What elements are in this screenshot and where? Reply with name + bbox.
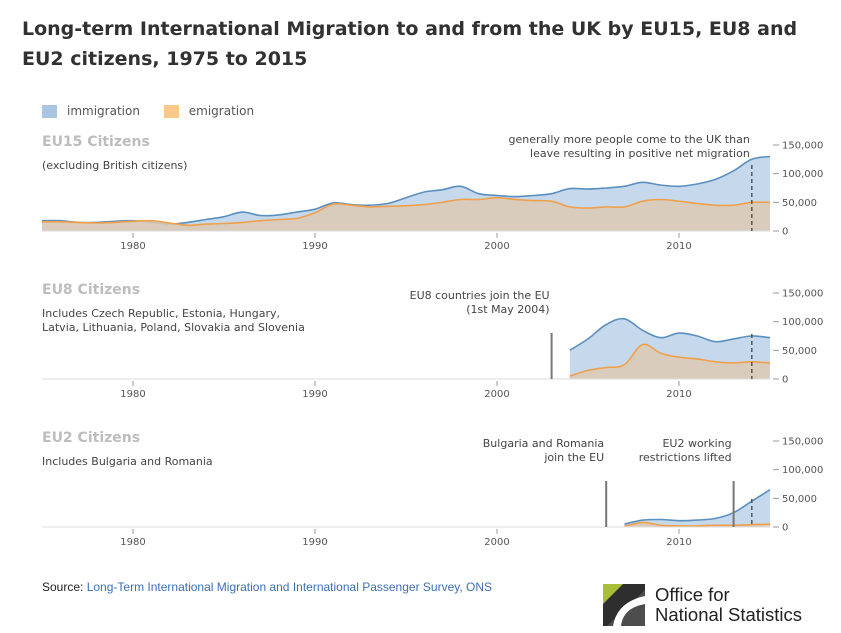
x-tick-label: 1990 <box>302 537 327 548</box>
legend-label-emigration: emigration <box>188 104 255 118</box>
legend-item-emigration: emigration <box>163 104 255 118</box>
panel-title: EU8 Citizens <box>42 282 140 298</box>
emigration-area <box>569 344 770 379</box>
emigration-line <box>624 521 771 528</box>
chart-panel-2: EU8 Citizens Includes Czech Republic, Est… <box>42 282 823 400</box>
panel-subtitle: (excluding British citizens) <box>42 159 187 172</box>
y-tick-label: 100,000 <box>782 465 823 476</box>
source-prefix: Source: <box>42 580 87 594</box>
x-tick-label: 1990 <box>302 389 327 400</box>
y-tick-label: 150,000 <box>782 141 823 152</box>
y-tick-label: 50,000 <box>782 198 817 209</box>
y-tick-label: 50,000 <box>782 494 817 505</box>
emigration-line <box>569 343 771 377</box>
y-tick-label: 100,000 <box>782 169 823 180</box>
legend-item-immigration: immigration <box>42 104 140 118</box>
immigration-line <box>569 317 771 351</box>
annotation-text: leave resulting in positive net migratio… <box>530 147 750 160</box>
emigration-swatch <box>163 104 179 118</box>
charts-svg: EU15 Citizens (excluding British citizens… <box>41 133 823 548</box>
annotation-text: restrictions lifted <box>639 451 732 464</box>
legend: immigration emigration <box>42 104 274 121</box>
immigration-area <box>624 489 770 527</box>
panel-title: EU2 Citizens <box>42 430 140 446</box>
annotation-text: (1st May 2004) <box>466 303 549 316</box>
y-tick-label: 150,000 <box>782 289 823 300</box>
annotation-text: EU8 countries join the EU <box>410 289 550 302</box>
ons-logo: Office for National Statistics <box>603 584 802 626</box>
y-tick-label: 0 <box>782 375 788 386</box>
chart-title: Long-term International Migration to and… <box>22 18 798 70</box>
source-link[interactable]: Long-Term International Migration and In… <box>86 580 493 594</box>
annotation-text: Bulgaria and Romania <box>483 437 604 450</box>
logo-line-2: National Statistics <box>655 604 803 625</box>
annotation-text: generally more people come to the UK tha… <box>509 133 750 146</box>
annotation-text: EU2 working <box>662 437 731 450</box>
legend-label-immigration: immigration <box>67 104 140 118</box>
y-tick-label: 150,000 <box>782 437 823 448</box>
x-tick-label: 1980 <box>120 389 145 400</box>
ons-logo-icon <box>603 584 645 626</box>
chart-panel-3: EU2 Citizens Includes Bulgaria and Romani… <box>42 430 823 548</box>
y-tick-label: 0 <box>782 227 788 238</box>
x-tick-label: 2010 <box>666 389 691 400</box>
emigration-line <box>41 196 771 227</box>
immigration-swatch <box>42 104 57 118</box>
chart-panel-1: EU15 Citizens (excluding British citizens… <box>41 133 823 252</box>
x-tick-label: 1980 <box>120 537 145 548</box>
panel-subtitle: Latvia, Lithuania, Poland, Slovakia and … <box>42 321 305 334</box>
ons-logo-text: Office for National Statistics <box>655 585 802 625</box>
x-tick-label: 2000 <box>484 389 509 400</box>
x-tick-label: 1990 <box>302 241 327 252</box>
panel-subtitle: Includes Czech Republic, Estonia, Hungar… <box>42 307 280 320</box>
immigration-line <box>624 489 771 525</box>
x-tick-label: 1980 <box>120 241 145 252</box>
x-tick-label: 2010 <box>666 241 691 252</box>
y-tick-label: 50,000 <box>782 346 817 357</box>
panel-title: EU15 Citizens <box>42 134 150 150</box>
x-tick-label: 2010 <box>666 537 691 548</box>
y-tick-label: 100,000 <box>782 317 823 328</box>
emigration-area <box>42 197 770 231</box>
annotation-text: join the EU <box>543 451 604 464</box>
y-tick-label: 0 <box>782 523 788 534</box>
x-tick-label: 2000 <box>484 241 509 252</box>
panel-subtitle: Includes Bulgaria and Romania <box>42 455 213 468</box>
x-tick-label: 2000 <box>484 537 509 548</box>
logo-line-1: Office for <box>655 584 730 605</box>
source-note: Source: Long-Term International Migratio… <box>42 580 492 594</box>
